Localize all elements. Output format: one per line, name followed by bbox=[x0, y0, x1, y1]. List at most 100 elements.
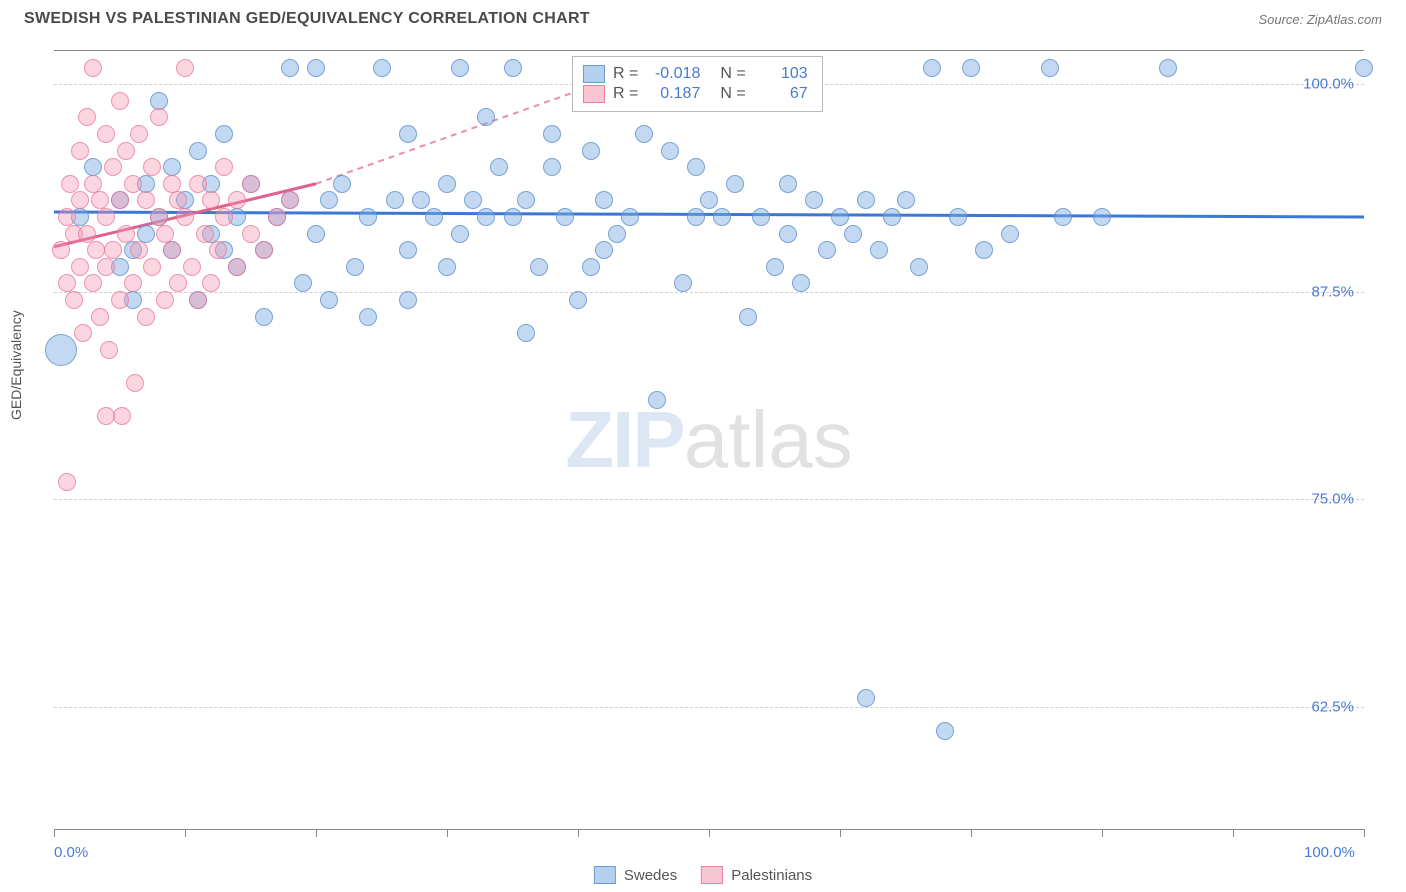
data-point bbox=[399, 291, 417, 309]
data-point bbox=[779, 225, 797, 243]
data-point bbox=[91, 191, 109, 209]
data-point bbox=[255, 308, 273, 326]
x-tick bbox=[840, 829, 841, 837]
legend-swatch bbox=[583, 85, 605, 103]
stats-legend: R =-0.018N =103R =0.187N =67 bbox=[572, 56, 823, 112]
data-point bbox=[268, 208, 286, 226]
data-point bbox=[58, 208, 76, 226]
y-tick-label: 75.0% bbox=[1311, 491, 1354, 508]
data-point bbox=[156, 291, 174, 309]
data-point bbox=[84, 158, 102, 176]
data-point bbox=[923, 59, 941, 77]
data-point bbox=[97, 258, 115, 276]
data-point bbox=[117, 225, 135, 243]
data-point bbox=[595, 241, 613, 259]
data-point bbox=[962, 59, 980, 77]
data-point bbox=[818, 241, 836, 259]
source-attribution: Source: ZipAtlas.com bbox=[1258, 12, 1382, 27]
data-point bbox=[504, 208, 522, 226]
data-point bbox=[569, 291, 587, 309]
data-point bbox=[84, 175, 102, 193]
y-tick-label: 87.5% bbox=[1311, 283, 1354, 300]
data-point bbox=[111, 92, 129, 110]
data-point bbox=[124, 274, 142, 292]
r-value: -0.018 bbox=[646, 65, 700, 83]
data-point bbox=[294, 274, 312, 292]
data-point bbox=[150, 92, 168, 110]
data-point bbox=[1355, 59, 1373, 77]
x-tick bbox=[709, 829, 710, 837]
data-point bbox=[202, 191, 220, 209]
data-point bbox=[176, 208, 194, 226]
y-axis-label: GED/Equivalency bbox=[8, 310, 24, 420]
data-point bbox=[359, 308, 377, 326]
legend-swatch bbox=[701, 866, 723, 884]
data-point bbox=[857, 689, 875, 707]
data-point bbox=[438, 175, 456, 193]
data-point bbox=[215, 125, 233, 143]
data-point bbox=[648, 391, 666, 409]
data-point bbox=[104, 241, 122, 259]
data-point bbox=[1054, 208, 1072, 226]
data-point bbox=[713, 208, 731, 226]
legend-item: Swedes bbox=[594, 866, 677, 884]
data-point bbox=[857, 191, 875, 209]
legend-swatch bbox=[594, 866, 616, 884]
data-point bbox=[104, 158, 122, 176]
data-point bbox=[113, 407, 131, 425]
data-point bbox=[517, 191, 535, 209]
data-point bbox=[137, 308, 155, 326]
data-point bbox=[897, 191, 915, 209]
data-point bbox=[425, 208, 443, 226]
data-point bbox=[84, 59, 102, 77]
data-point bbox=[150, 108, 168, 126]
data-point bbox=[183, 258, 201, 276]
x-tick bbox=[1102, 829, 1103, 837]
data-point bbox=[543, 125, 561, 143]
data-point bbox=[143, 258, 161, 276]
r-label: R = bbox=[613, 85, 638, 103]
data-point bbox=[975, 241, 993, 259]
data-point bbox=[477, 208, 495, 226]
x-tick-label: 100.0% bbox=[1304, 844, 1355, 861]
data-point bbox=[910, 258, 928, 276]
data-point bbox=[556, 208, 574, 226]
data-point bbox=[150, 208, 168, 226]
data-point bbox=[126, 374, 144, 392]
data-point bbox=[78, 108, 96, 126]
data-point bbox=[700, 191, 718, 209]
series-legend: Swedes Palestinians bbox=[594, 866, 812, 884]
data-point bbox=[582, 142, 600, 160]
x-tick bbox=[54, 829, 55, 837]
data-point bbox=[61, 175, 79, 193]
data-point bbox=[189, 175, 207, 193]
data-point bbox=[74, 324, 92, 342]
data-point bbox=[451, 225, 469, 243]
r-value: 0.187 bbox=[646, 85, 700, 103]
data-point bbox=[84, 274, 102, 292]
data-point bbox=[307, 225, 325, 243]
data-point bbox=[870, 241, 888, 259]
x-tick bbox=[447, 829, 448, 837]
data-point bbox=[143, 158, 161, 176]
n-label: N = bbox=[720, 65, 745, 83]
data-point bbox=[189, 142, 207, 160]
data-point bbox=[386, 191, 404, 209]
data-point bbox=[805, 191, 823, 209]
data-point bbox=[124, 175, 142, 193]
y-tick-label: 100.0% bbox=[1303, 76, 1354, 93]
data-point bbox=[792, 274, 810, 292]
data-point bbox=[359, 208, 377, 226]
data-point bbox=[346, 258, 364, 276]
data-point bbox=[58, 274, 76, 292]
data-point bbox=[281, 59, 299, 77]
data-point bbox=[58, 473, 76, 491]
data-point bbox=[464, 191, 482, 209]
data-point bbox=[320, 291, 338, 309]
data-point bbox=[281, 191, 299, 209]
data-point bbox=[91, 308, 109, 326]
x-tick bbox=[316, 829, 317, 837]
x-tick bbox=[971, 829, 972, 837]
legend-item: Palestinians bbox=[701, 866, 812, 884]
data-point bbox=[621, 208, 639, 226]
